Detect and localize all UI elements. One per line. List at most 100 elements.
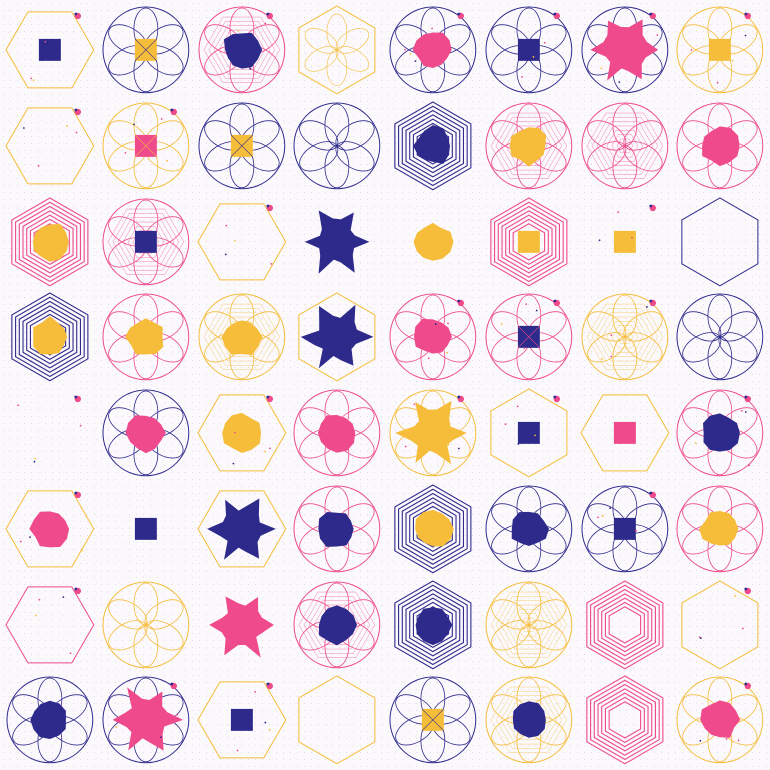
speckle-dot: [732, 59, 734, 62]
pattern-tile: [289, 385, 385, 481]
circle-outline: [197, 102, 285, 190]
speckle-dot: [81, 549, 84, 552]
circle-outline: [293, 102, 381, 190]
pattern-tile: [577, 194, 673, 290]
tile-graphic: [485, 580, 573, 668]
corner-dot: [265, 12, 269, 16]
pattern-tile: [2, 672, 98, 768]
inner-ring: [596, 312, 653, 362]
petal-outline: [707, 336, 733, 380]
pattern-tile: [385, 385, 481, 481]
tile-graphic: [5, 490, 95, 568]
petal-outline: [612, 336, 637, 380]
center-square: [613, 230, 636, 253]
pattern-tile: [98, 385, 194, 481]
inner-ring: [505, 604, 552, 645]
nested-hexagon-ring: [596, 688, 652, 752]
petal-outline: [299, 120, 339, 151]
speckle-dot: [236, 749, 238, 752]
pattern-tile: [385, 672, 481, 768]
circle-outline: [102, 580, 190, 668]
pattern-tile: [672, 672, 768, 768]
speckle-dot: [22, 126, 25, 129]
tile-graphic: [134, 517, 157, 540]
speckle-dot: [409, 52, 412, 55]
inner-ring: [500, 121, 557, 171]
tile-graphic: [585, 675, 663, 765]
speckle-dot: [731, 741, 734, 743]
pattern-tile: [194, 98, 290, 194]
corner-dot: [74, 587, 78, 590]
pattern-tile: [385, 98, 481, 194]
corner-dot: [648, 299, 652, 303]
hexagon-outline: [196, 202, 286, 280]
nested-hexagon-ring: [596, 592, 652, 657]
speckle-dot: [748, 464, 751, 467]
pattern-tile: [481, 194, 577, 290]
circle-outline: [485, 293, 573, 381]
petal-outline: [326, 13, 348, 51]
tile-graphic: [485, 676, 573, 764]
hexagon-outline: [5, 107, 95, 185]
nested-hexagon-ring: [508, 218, 549, 265]
corner-dot: [265, 682, 269, 686]
speckle-dot: [543, 41, 546, 44]
center-blob: [703, 413, 741, 452]
nested-hexagon-ring: [26, 309, 74, 365]
inner-ring: [505, 700, 552, 741]
center-blob: [699, 510, 739, 546]
inner-ring: [308, 599, 366, 649]
pattern-tile: [385, 481, 481, 577]
speckle-dot: [599, 67, 602, 70]
petal-outline: [586, 311, 626, 342]
inner-ring: [218, 317, 265, 358]
tile-graphic: [394, 579, 472, 669]
nested-hexagon-ring: [398, 488, 468, 569]
tile-graphic: [293, 389, 381, 477]
nested-hexagon-ring: [405, 496, 461, 561]
speckle-dot: [124, 151, 127, 154]
speckle-dot: [253, 691, 256, 693]
center-square: [517, 230, 540, 253]
center-square: [134, 230, 157, 253]
center-blob: [413, 124, 451, 164]
petal-outline: [304, 46, 339, 72]
inner-ring: [586, 112, 663, 179]
tile-graphic: [394, 484, 472, 574]
inner-ring: [495, 116, 562, 175]
petal-outline: [133, 582, 158, 625]
nested-hexagon-ring: [394, 579, 472, 669]
tile-graphic: [485, 6, 573, 94]
speckle-dot: [633, 25, 636, 28]
speckle-dot: [35, 614, 38, 616]
pattern-tile: [2, 481, 98, 577]
nested-hexagon-ring: [398, 584, 468, 665]
circle-outline: [580, 6, 668, 94]
center-splash: [395, 400, 467, 465]
center-blob: [318, 415, 356, 453]
inner-ring: [520, 617, 537, 632]
pattern-tile: [2, 2, 98, 98]
center-square: [230, 709, 253, 732]
circle-outline: [6, 676, 94, 764]
inner-ring: [591, 308, 658, 366]
tile-graphic: [5, 107, 95, 185]
speckle-dot: [160, 117, 163, 120]
circle-outline: [580, 102, 668, 190]
corner-dot: [648, 491, 652, 495]
speckle-dot: [523, 347, 526, 350]
pattern-tile: [672, 577, 768, 673]
pattern-tile: [577, 577, 673, 673]
nested-hexagon-ring: [600, 692, 649, 748]
tile-graphic: [197, 102, 285, 190]
tile-graphic: [196, 490, 286, 568]
nested-hexagon-ring: [18, 301, 82, 374]
pattern-tile: [672, 2, 768, 98]
center-blob: [29, 511, 70, 548]
tile-graphic: [298, 675, 376, 765]
nested-hexagon-ring: [409, 597, 457, 652]
circle-outline: [389, 389, 477, 477]
speckle-dot: [132, 123, 135, 126]
speckle-dot: [159, 736, 162, 739]
